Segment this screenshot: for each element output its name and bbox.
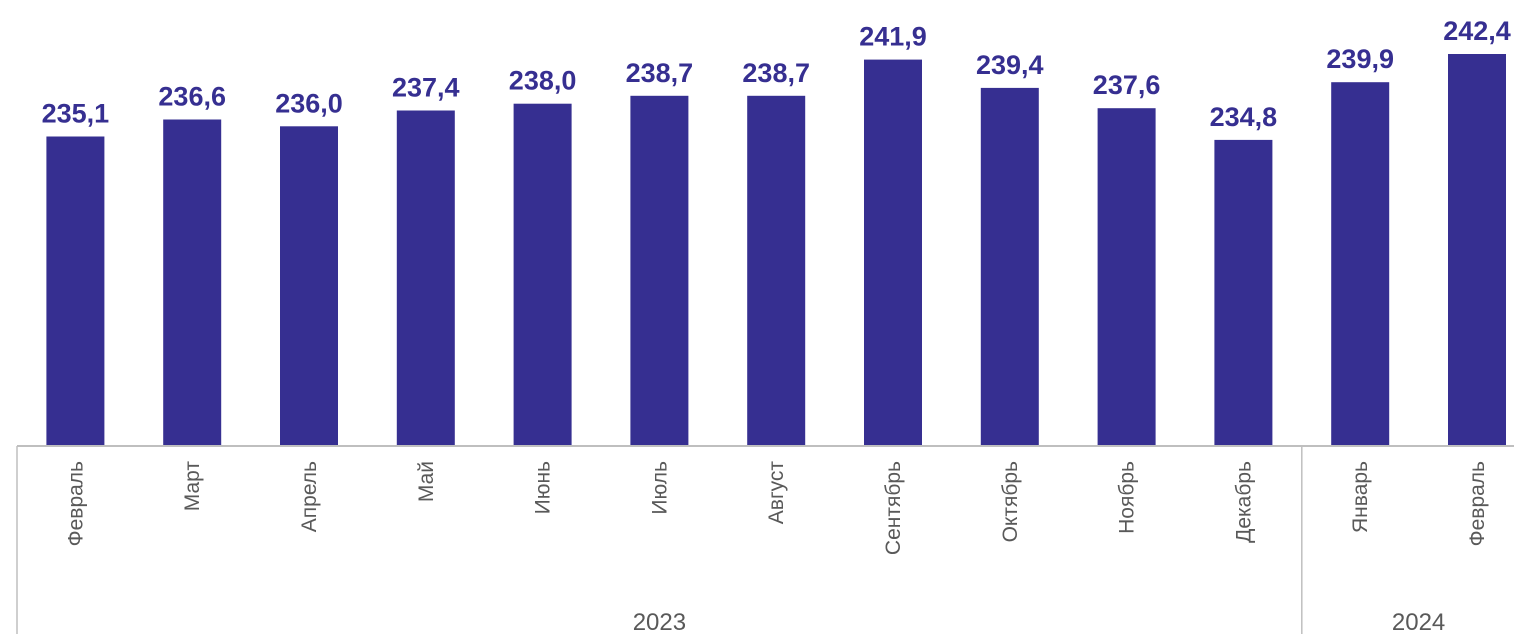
value-label-4: 237,4: [392, 73, 460, 103]
month-label-9: Октябрь: [999, 461, 1022, 542]
bar-10: [1097, 108, 1156, 446]
value-label-5: 238,0: [509, 66, 577, 96]
bar-2: [163, 119, 222, 446]
bar-1: [46, 136, 105, 446]
month-label-5: Июнь: [532, 461, 555, 514]
bar-9: [980, 87, 1039, 447]
bar-4: [396, 110, 455, 446]
value-label-11: 234,8: [1210, 102, 1278, 132]
bar-12: [1331, 82, 1390, 446]
month-label-7: Август: [765, 461, 788, 525]
month-labels-layer: Февраль Март Апрель Май Июнь Июль Август Сентяб…: [64, 461, 1489, 555]
bar-3: [280, 126, 338, 447]
month-label-1: Февраль: [64, 461, 87, 546]
bar-5: [513, 103, 572, 446]
value-labels-layer: 235,1 236,6 236,0 237,4 238,0 238,7 238,7 241,9…: [42, 16, 1511, 132]
year-label-2023: 2023: [633, 609, 686, 634]
value-label-7: 238,7: [742, 58, 810, 88]
value-label-12: 239,9: [1326, 44, 1394, 74]
value-label-2: 236,6: [158, 82, 226, 112]
bar-13: [1448, 54, 1506, 446]
value-label-3: 236,0: [275, 88, 343, 118]
month-label-10: Ноябрь: [1116, 461, 1139, 534]
year-label-2024: 2024: [1392, 609, 1445, 634]
year-labels-layer: 2023 2024: [633, 609, 1446, 634]
month-label-6: Июль: [648, 461, 671, 515]
month-label-12: Январь: [1349, 461, 1372, 533]
month-label-8: Сентябрь: [882, 461, 905, 555]
category-axis: [16, 445, 1514, 634]
value-label-1: 235,1: [42, 99, 110, 129]
value-label-10: 237,6: [1093, 70, 1161, 100]
month-label-4: Май: [415, 461, 438, 502]
bar-11: [1214, 139, 1273, 446]
month-label-3: Апрель: [298, 461, 321, 532]
bar-7: [747, 95, 806, 447]
bar-6: [630, 95, 689, 447]
bar-8: [864, 59, 922, 446]
month-label-13: Февраль: [1466, 461, 1489, 546]
bars-layer: [46, 54, 1506, 447]
value-label-6: 238,7: [626, 58, 694, 88]
month-label-2: Март: [181, 461, 204, 512]
value-label-13: 242,4: [1443, 16, 1511, 46]
month-label-11: Декабрь: [1232, 461, 1255, 543]
value-label-8: 241,9: [859, 22, 927, 52]
value-label-9: 239,4: [976, 50, 1044, 80]
